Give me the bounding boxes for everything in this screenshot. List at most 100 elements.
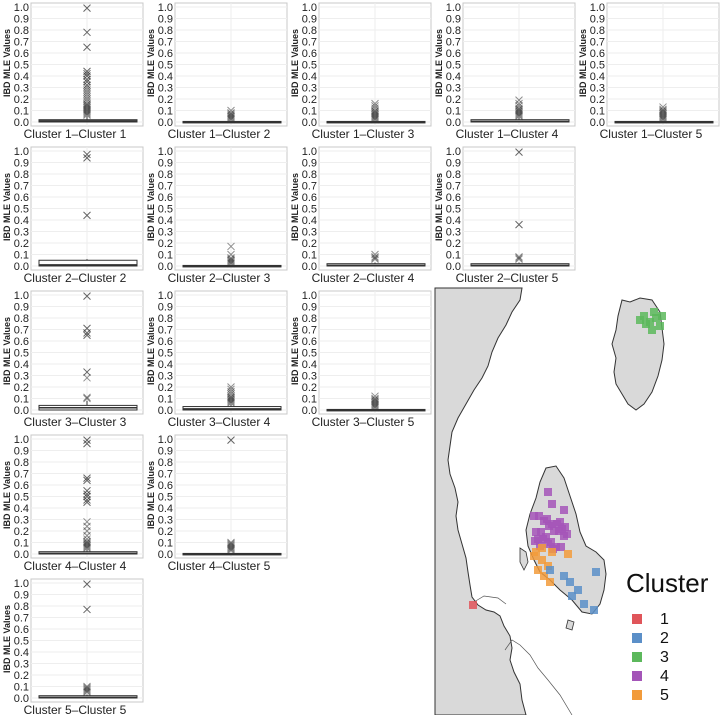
boxplot-panel: 0.00.10.20.30.40.50.60.70.80.91.0 IBD MLE…: [2, 434, 144, 573]
y-tick-label: 0.5: [158, 204, 173, 216]
outlier-point: [227, 544, 235, 553]
boxplot-panel: 0.00.10.20.30.40.50.60.70.80.91.0 IBD MLE…: [146, 290, 288, 429]
y-tick-label: 1.0: [446, 2, 461, 14]
y-tick-label: 0.7: [302, 325, 317, 337]
y-tick-label: 0.4: [446, 215, 461, 227]
y-tick-label: 0.6: [14, 48, 29, 60]
y-tick-label: 0.3: [158, 83, 173, 95]
outlier-point: [515, 108, 523, 117]
outlier-point: [227, 257, 235, 266]
y-tick-label: 0.4: [158, 359, 173, 371]
boxplot-panel: 0.00.10.20.30.40.50.60.70.80.91.0 IBD MLE…: [146, 146, 288, 285]
y-tick-label: 0.7: [14, 613, 29, 625]
outlier-point: [83, 476, 91, 485]
y-tick-label: 1.0: [14, 290, 29, 302]
outlier-point: [83, 373, 91, 382]
y-tick-label: 0.3: [158, 515, 173, 527]
y-tick-label: 0.9: [14, 158, 29, 170]
outlier-point: [83, 75, 91, 84]
y-tick-label: 0.6: [158, 480, 173, 492]
y-tick-label: 0.1: [302, 394, 317, 406]
outlier-point: [83, 439, 91, 448]
sample-point: [544, 488, 552, 496]
sample-point: [568, 592, 576, 600]
y-tick-label: 0.9: [158, 446, 173, 458]
y-tick-label: 0.5: [158, 492, 173, 504]
outlier-point: [83, 490, 91, 499]
y-tick-label: 0.8: [302, 313, 317, 325]
outlier-point: [83, 496, 91, 504]
sample-point: [560, 506, 568, 514]
sample-point: [538, 544, 546, 552]
y-tick-label: 0.5: [14, 492, 29, 504]
outlier-point: [83, 368, 91, 376]
outlier-point: [227, 259, 235, 268]
outlier-point: [515, 96, 523, 105]
y-tick-label: 0.3: [302, 371, 317, 383]
y-tick-label: 0.1: [158, 538, 173, 550]
y-tick-label: 0.7: [158, 181, 173, 193]
outlier-point: [83, 686, 91, 694]
outlier-point: [83, 542, 91, 550]
sample-point: [534, 566, 542, 574]
outlier-point: [83, 684, 91, 693]
y-tick-label: 0.2: [446, 238, 461, 250]
y-tick-label: 0.5: [14, 636, 29, 648]
outlier-point: [371, 403, 379, 412]
y-tick-label: 1.0: [158, 2, 173, 14]
y-tick-label: 0.0: [14, 549, 29, 561]
outlier-point: [227, 112, 235, 121]
y-tick-label: 0.3: [14, 371, 29, 383]
y-tick-label: 0.5: [158, 60, 173, 72]
y-tick-label: 0.9: [14, 14, 29, 26]
outlier-point: [371, 254, 379, 262]
y-tick-label: 0.9: [302, 14, 317, 26]
legend-title: Cluster: [626, 568, 709, 598]
outlier-point: [83, 394, 91, 403]
outlier-point: [659, 115, 667, 124]
y-tick-label: 0.5: [302, 204, 317, 216]
y-tick-label: 0.9: [158, 14, 173, 26]
sample-point: [560, 572, 568, 580]
y-tick-label: 0.3: [302, 83, 317, 95]
y-tick-label: 0.7: [14, 181, 29, 193]
panel-label: Cluster 3–Cluster 4: [168, 415, 271, 429]
y-tick-label: 0.9: [158, 302, 173, 314]
y-tick-label: 0.5: [158, 348, 173, 360]
y-tick-label: 0.9: [14, 446, 29, 458]
y-tick-label: 0.8: [590, 25, 605, 37]
outlier-point: [371, 252, 379, 261]
sample-point: [560, 532, 568, 540]
outlier-point: [83, 687, 91, 695]
y-axis-label: IBD MLE Values: [146, 461, 156, 529]
legend: 1 2 3 4 5: [632, 611, 669, 704]
y-tick-label: 0.5: [14, 204, 29, 216]
y-tick-label: 0.2: [302, 382, 317, 394]
y-tick-label: 1.0: [158, 290, 173, 302]
mainland: [434, 287, 527, 715]
boxplot-panel: 0.00.10.20.30.40.50.60.70.80.91.0 IBD MLE…: [146, 434, 288, 573]
sample-point: [537, 528, 545, 536]
y-tick-label: 0.4: [302, 215, 317, 227]
outlier-point: [515, 220, 523, 229]
y-tick-label: 0.3: [446, 83, 461, 95]
sample-point: [555, 527, 563, 535]
sample-point: [530, 552, 538, 560]
outlier-point: [371, 402, 379, 411]
sample-point: [564, 550, 572, 558]
panel-label: Cluster 2–Cluster 4: [312, 271, 415, 285]
outlier-point: [83, 28, 91, 37]
outlier-point: [83, 292, 91, 301]
outlier-point: [659, 112, 667, 121]
legend-label: 3: [660, 649, 669, 666]
outlier-point: [371, 115, 379, 124]
y-tick-label: 0.8: [446, 169, 461, 181]
y-tick-label: 0.1: [302, 250, 317, 262]
legend-label: 2: [660, 630, 669, 647]
y-tick-label: 0.9: [446, 158, 461, 170]
panel-label: Cluster 5–Cluster 5: [24, 703, 127, 715]
panel-label: Cluster 2–Cluster 2: [24, 271, 127, 285]
y-tick-label: 0.1: [158, 394, 173, 406]
outlier-point: [227, 399, 235, 407]
panel-label: Cluster 3–Cluster 3: [24, 415, 127, 429]
